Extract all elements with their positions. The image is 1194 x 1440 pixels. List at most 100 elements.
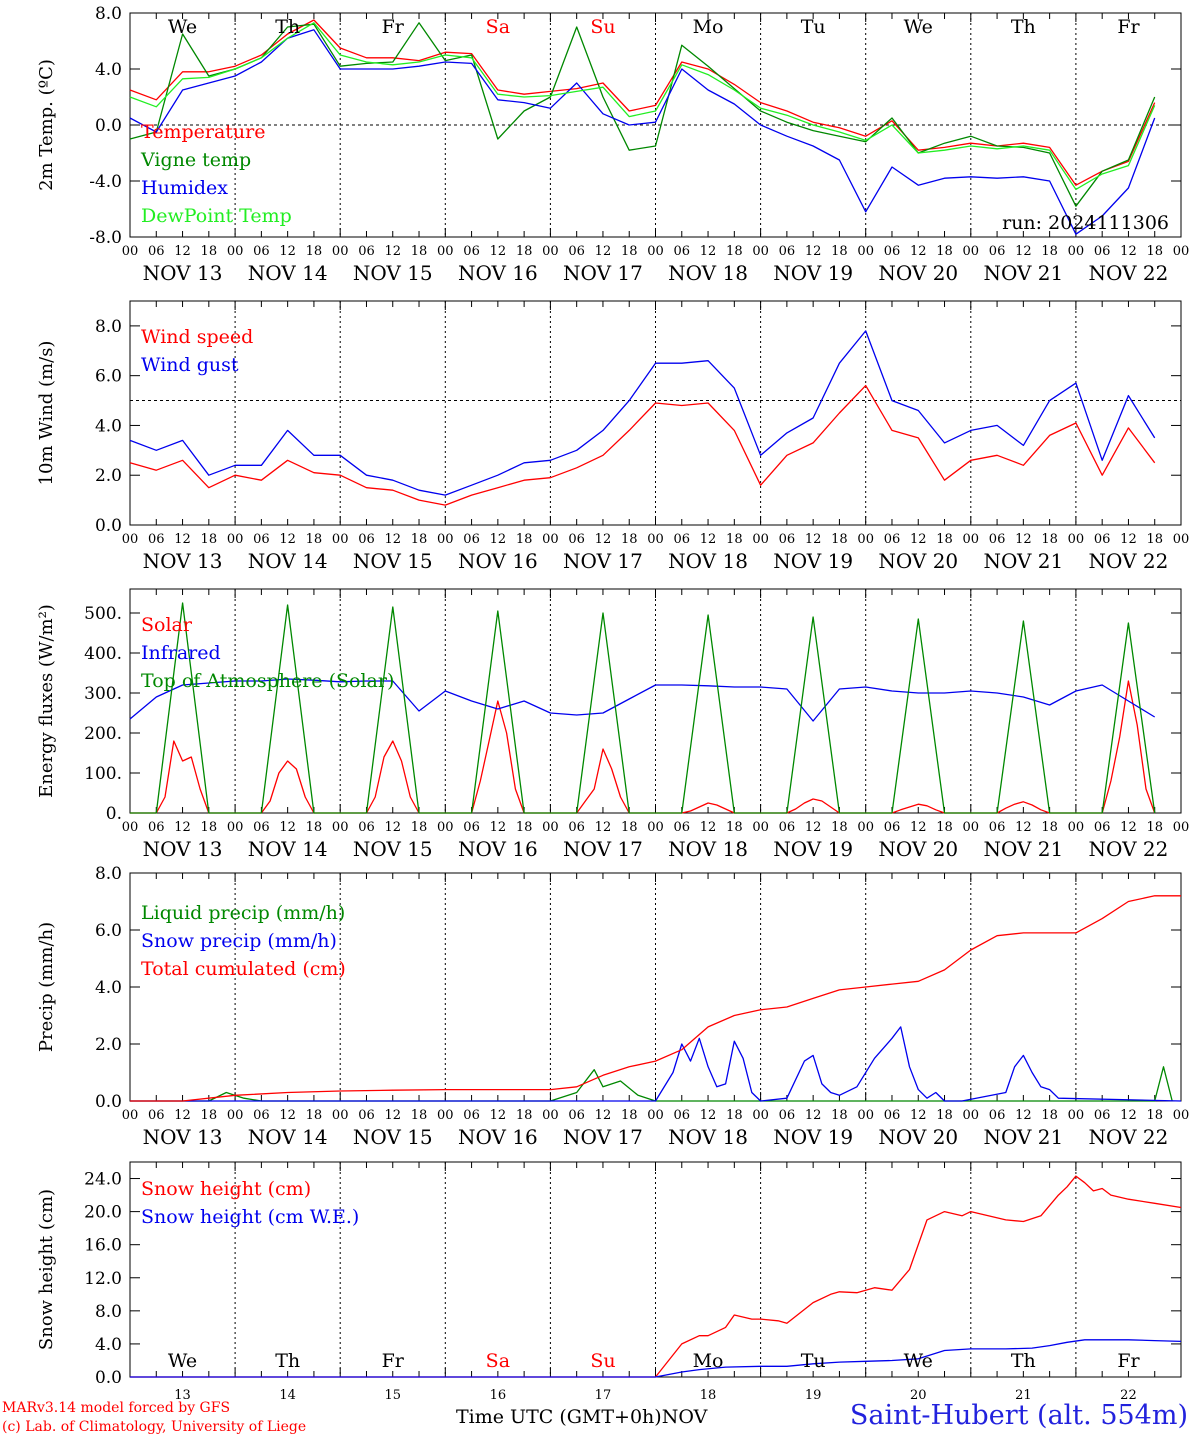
day-number: 20 — [910, 1388, 927, 1403]
hour-label: 00 — [647, 532, 664, 547]
hour-label: 18 — [201, 820, 218, 835]
weekday-label: Th — [1011, 1350, 1036, 1372]
hour-label: 00 — [752, 244, 769, 259]
hour-label: 18 — [621, 1108, 638, 1123]
hour-label: 18 — [936, 244, 953, 259]
hour-label: 06 — [148, 244, 165, 259]
hour-label: 12 — [490, 532, 507, 547]
date-label: NOV 21 — [983, 1125, 1063, 1149]
hour-label: 00 — [122, 820, 139, 835]
hour-label: 12 — [700, 532, 717, 547]
series-line — [129, 330, 1156, 496]
weekday-label: Th — [275, 1350, 300, 1372]
hour-label: 00 — [332, 1108, 349, 1123]
hour-label: 12 — [279, 820, 296, 835]
hour-label: 12 — [174, 1108, 191, 1123]
date-label: NOV 14 — [248, 1125, 328, 1149]
hour-label: 12 — [1015, 244, 1032, 259]
hour-label: 06 — [253, 244, 270, 259]
hour-label: 18 — [1146, 1108, 1163, 1123]
hour-label: 12 — [910, 820, 927, 835]
hour-label: 00 — [1173, 532, 1190, 547]
series-line — [129, 678, 1156, 722]
legend-entry: Total cumulated (cm) — [141, 958, 346, 980]
weekday-label: Th — [275, 16, 300, 38]
legend-entry: Wind gust — [141, 354, 239, 376]
hour-label: 00 — [332, 532, 349, 547]
y-axis-title: 10m Wind (m/s) — [36, 341, 57, 486]
hour-label: 00 — [122, 1108, 139, 1123]
day-number: 16 — [490, 1388, 507, 1403]
hour-label: 06 — [463, 244, 480, 259]
series-line — [130, 680, 1156, 814]
hour-label: 06 — [253, 1108, 270, 1123]
hour-label: 18 — [306, 1108, 323, 1123]
series-line — [130, 1175, 1182, 1378]
hour-label: 06 — [884, 1108, 901, 1123]
hour-label: 06 — [674, 244, 691, 259]
series-line — [130, 602, 1156, 814]
hour-label: 00 — [963, 820, 980, 835]
series-line — [129, 22, 1156, 207]
hour-label: 00 — [1068, 1108, 1085, 1123]
hour-label: 00 — [227, 1108, 244, 1123]
y-tick-label: 8.0 — [95, 864, 122, 884]
hour-label: 00 — [857, 820, 874, 835]
day-number: 22 — [1120, 1388, 1137, 1403]
hour-label: 18 — [726, 1108, 743, 1123]
hour-label: 06 — [1094, 820, 1111, 835]
date-label: NOV 19 — [773, 549, 853, 573]
y-tick-label: 4.0 — [95, 1335, 122, 1355]
date-label: NOV 13 — [143, 261, 223, 285]
date-label: NOV 17 — [563, 549, 643, 573]
date-label: NOV 22 — [1089, 1125, 1169, 1149]
y-tick-label: 0. — [106, 804, 122, 824]
hour-label: 12 — [1015, 532, 1032, 547]
x-axis-title: Time UTC (GMT+0h)NOV — [456, 1406, 707, 1428]
y-tick-label: 2.0 — [95, 1035, 122, 1055]
date-label: NOV 20 — [878, 549, 958, 573]
date-label: NOV 18 — [668, 549, 748, 573]
y-tick-label: 12.0 — [84, 1269, 122, 1289]
hour-label: 06 — [253, 820, 270, 835]
weekday-label: Fr — [1117, 1350, 1140, 1372]
date-label: NOV 20 — [878, 261, 958, 285]
weekday-label: Mo — [693, 16, 724, 38]
hour-label: 12 — [490, 820, 507, 835]
day-number: 14 — [279, 1388, 296, 1403]
hour-label: 06 — [148, 820, 165, 835]
hour-label: 12 — [384, 244, 401, 259]
date-label: NOV 18 — [668, 837, 748, 861]
hour-label: 06 — [463, 532, 480, 547]
legend-entry: Snow precip (mm/h) — [141, 930, 337, 952]
hour-label: 06 — [358, 820, 375, 835]
y-tick-label: 400. — [84, 644, 122, 664]
day-number: 13 — [174, 1388, 191, 1403]
hour-label: 00 — [122, 532, 139, 547]
date-label: NOV 14 — [248, 837, 328, 861]
legend-entry: DewPoint Temp — [141, 205, 292, 227]
hour-label: 12 — [595, 1108, 612, 1123]
weekday-label: Sa — [486, 16, 510, 38]
hour-label: 12 — [490, 1108, 507, 1123]
weekday-label: We — [168, 1350, 197, 1372]
hour-label: 00 — [227, 244, 244, 259]
hour-label: 12 — [1015, 1108, 1032, 1123]
hour-label: 00 — [857, 532, 874, 547]
hour-label: 00 — [1068, 244, 1085, 259]
legend-entry: Liquid precip (mm/h) — [141, 902, 345, 924]
hour-label: 18 — [726, 820, 743, 835]
y-axis-title: Precip (mm/h) — [36, 922, 57, 1052]
hour-label: 06 — [568, 244, 585, 259]
hour-label: 06 — [463, 1108, 480, 1123]
hour-label: 12 — [805, 244, 822, 259]
weekday-label: We — [904, 16, 933, 38]
hour-label: 12 — [384, 1108, 401, 1123]
hour-label: 06 — [463, 820, 480, 835]
hour-label: 12 — [700, 244, 717, 259]
y-axis-title: 2m Temp. (ºC) — [36, 59, 57, 191]
legend-entry: Vigne temp — [140, 149, 251, 171]
y-tick-label: 200. — [84, 724, 122, 744]
hour-label: 00 — [1173, 1108, 1190, 1123]
date-label: NOV 20 — [878, 837, 958, 861]
